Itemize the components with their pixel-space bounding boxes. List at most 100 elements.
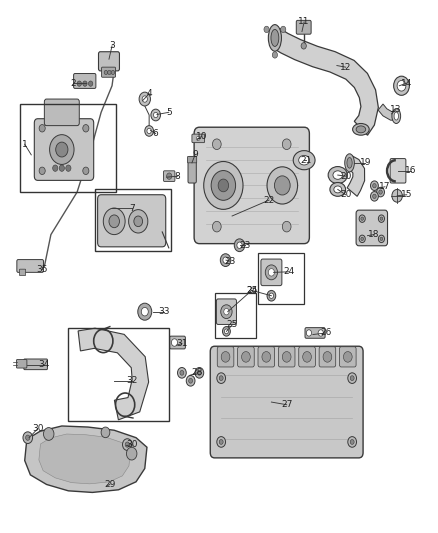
Circle shape — [219, 376, 223, 381]
FancyBboxPatch shape — [296, 20, 311, 34]
Circle shape — [392, 189, 403, 202]
Circle shape — [218, 179, 229, 192]
Ellipse shape — [356, 126, 366, 133]
Circle shape — [197, 136, 200, 141]
Text: 11: 11 — [298, 18, 310, 27]
FancyBboxPatch shape — [187, 157, 197, 163]
Circle shape — [361, 237, 364, 240]
Polygon shape — [378, 104, 396, 120]
Circle shape — [198, 370, 201, 375]
FancyBboxPatch shape — [34, 119, 94, 180]
Circle shape — [303, 352, 311, 362]
Text: 3: 3 — [109, 42, 115, 51]
Circle shape — [59, 165, 64, 171]
FancyBboxPatch shape — [390, 159, 406, 183]
Circle shape — [301, 43, 306, 49]
Text: 27: 27 — [281, 400, 292, 409]
Text: 13: 13 — [390, 105, 402, 114]
FancyBboxPatch shape — [44, 99, 79, 126]
Circle shape — [380, 237, 383, 240]
Text: 2: 2 — [70, 78, 75, 87]
Polygon shape — [25, 426, 147, 492]
Circle shape — [77, 81, 81, 86]
Ellipse shape — [333, 171, 343, 179]
Circle shape — [88, 81, 93, 86]
Circle shape — [223, 257, 228, 263]
Ellipse shape — [328, 166, 347, 183]
Circle shape — [217, 373, 226, 383]
Text: 6: 6 — [153, 129, 159, 138]
Circle shape — [125, 442, 130, 447]
Circle shape — [142, 96, 148, 102]
Circle shape — [83, 81, 87, 86]
Text: 10: 10 — [196, 132, 207, 141]
Circle shape — [237, 242, 242, 248]
Text: 25: 25 — [246, 286, 258, 295]
FancyBboxPatch shape — [102, 67, 116, 77]
Text: 26: 26 — [320, 328, 332, 337]
Circle shape — [371, 191, 378, 201]
FancyBboxPatch shape — [188, 157, 196, 183]
Circle shape — [212, 139, 221, 150]
Ellipse shape — [268, 25, 282, 51]
Text: 18: 18 — [368, 230, 380, 239]
Circle shape — [275, 176, 290, 195]
Text: 29: 29 — [104, 480, 116, 489]
Circle shape — [373, 183, 376, 188]
FancyBboxPatch shape — [279, 347, 295, 367]
Circle shape — [262, 352, 271, 362]
Circle shape — [378, 235, 385, 243]
Circle shape — [348, 373, 357, 383]
Bar — [95, 189, 171, 251]
Circle shape — [123, 439, 132, 450]
Polygon shape — [39, 434, 131, 484]
Circle shape — [267, 290, 276, 301]
Circle shape — [101, 427, 110, 438]
Ellipse shape — [353, 124, 369, 135]
Ellipse shape — [299, 156, 310, 165]
Text: 21: 21 — [300, 156, 312, 165]
Circle shape — [134, 216, 143, 227]
Polygon shape — [78, 328, 148, 420]
Bar — [215, 293, 256, 338]
FancyBboxPatch shape — [17, 260, 43, 272]
Text: 24: 24 — [246, 286, 258, 295]
Circle shape — [138, 303, 152, 320]
FancyBboxPatch shape — [319, 347, 336, 367]
Text: 31: 31 — [176, 339, 187, 348]
Circle shape — [49, 135, 74, 165]
FancyBboxPatch shape — [258, 347, 275, 367]
FancyBboxPatch shape — [19, 269, 25, 276]
FancyBboxPatch shape — [74, 74, 96, 88]
Text: 14: 14 — [401, 78, 413, 87]
Text: 19: 19 — [360, 158, 371, 167]
Circle shape — [377, 187, 385, 197]
Circle shape — [204, 161, 243, 209]
Circle shape — [281, 26, 286, 33]
Polygon shape — [347, 156, 364, 196]
Polygon shape — [272, 28, 378, 135]
Ellipse shape — [394, 112, 399, 120]
Circle shape — [53, 165, 58, 171]
Circle shape — [283, 352, 291, 362]
Text: 35: 35 — [36, 265, 48, 273]
Circle shape — [348, 437, 357, 447]
Circle shape — [267, 167, 297, 204]
FancyBboxPatch shape — [339, 347, 356, 367]
Circle shape — [104, 70, 108, 75]
Text: 30: 30 — [32, 424, 43, 433]
Text: 17: 17 — [379, 182, 391, 191]
Bar — [20, 104, 117, 192]
Text: 20: 20 — [340, 172, 351, 181]
Circle shape — [217, 437, 226, 447]
Circle shape — [153, 112, 158, 118]
Ellipse shape — [271, 29, 279, 46]
Circle shape — [108, 70, 111, 75]
Circle shape — [83, 167, 89, 174]
Circle shape — [39, 125, 45, 132]
Text: 22: 22 — [264, 196, 275, 205]
Text: 20: 20 — [340, 190, 351, 199]
Text: 15: 15 — [401, 190, 413, 199]
Circle shape — [147, 128, 151, 134]
Ellipse shape — [293, 151, 315, 169]
